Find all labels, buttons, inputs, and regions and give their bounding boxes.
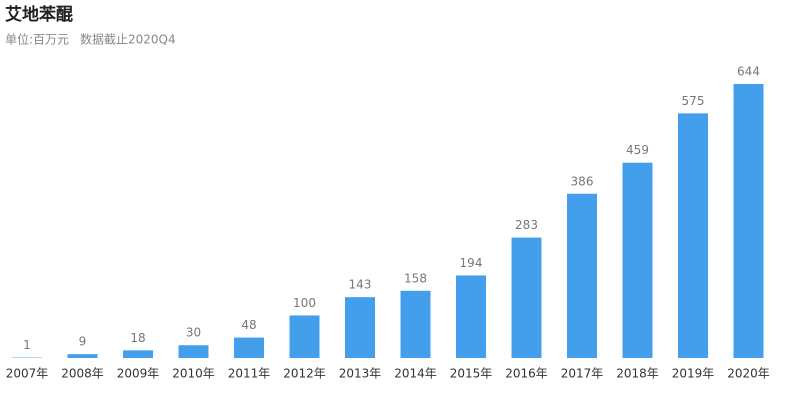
x-tick-label: 2009年 — [117, 367, 160, 381]
value-label: 18 — [130, 331, 145, 345]
x-tick-label: 2010年 — [172, 367, 215, 381]
bar — [67, 354, 98, 358]
bar — [178, 345, 209, 358]
x-tick-label: 2013年 — [339, 367, 382, 381]
x-tick-label: 2020年 — [727, 367, 770, 381]
value-label: 283 — [515, 218, 538, 232]
value-label: 1 — [23, 338, 31, 352]
value-label: 30 — [186, 326, 201, 340]
chart-subtitle: 单位:百万元 — [5, 32, 69, 47]
bar — [123, 350, 153, 358]
bar — [289, 315, 320, 358]
value-label: 48 — [241, 318, 256, 332]
x-tick-label: 2007年 — [6, 367, 49, 381]
bar — [622, 162, 653, 358]
value-label: 100 — [293, 296, 316, 310]
x-tick-label: 2014年 — [394, 367, 437, 381]
bar — [400, 290, 431, 358]
bar — [456, 275, 486, 358]
bar — [733, 84, 764, 358]
value-label: 194 — [460, 256, 483, 270]
bar — [567, 193, 597, 358]
chart-title: 艾地苯醌 — [5, 4, 73, 25]
bar — [234, 337, 264, 358]
x-tick-label: 2018年 — [616, 367, 659, 381]
x-tick-label: 2011年 — [228, 367, 271, 381]
value-label: 459 — [626, 143, 649, 157]
x-tick-label: 2017年 — [561, 367, 604, 381]
bar — [511, 237, 542, 358]
x-tick-label: 2019年 — [672, 367, 715, 381]
value-label: 9 — [79, 335, 87, 349]
value-label: 575 — [682, 94, 705, 108]
bar — [678, 113, 708, 358]
x-tick-label: 2008年 — [61, 367, 104, 381]
value-label: 158 — [404, 271, 427, 285]
bar — [345, 297, 375, 358]
value-label: 386 — [571, 174, 594, 188]
chart-note: 数据截止2020Q4 — [80, 32, 176, 47]
x-tick-label: 2015年 — [450, 367, 493, 381]
value-label: 143 — [349, 278, 372, 292]
x-tick-label: 2012年 — [283, 367, 326, 381]
x-tick-label: 2016年 — [505, 367, 548, 381]
value-label: 644 — [737, 65, 760, 79]
